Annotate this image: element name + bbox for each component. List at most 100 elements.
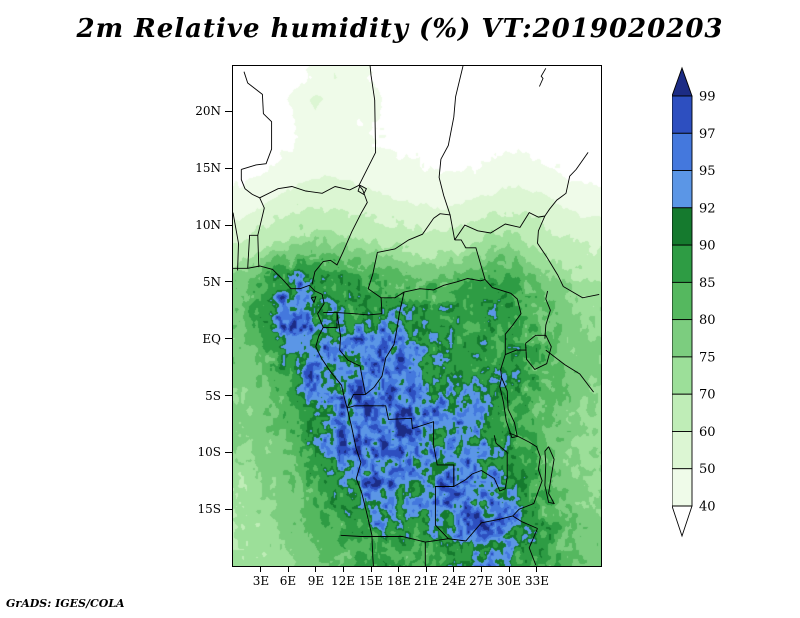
border-zimbabwe-mozambique — [528, 528, 538, 566]
border-ghana-togo — [233, 212, 239, 271]
plot-title: 2m Relative humidity (%) VT:2019020203 — [76, 14, 724, 44]
colorbar-segment — [672, 207, 693, 246]
y-axis-label: EQ — [202, 332, 221, 346]
x-axis-label: 9E — [307, 574, 325, 588]
x-axis-tick — [453, 566, 454, 572]
colorbar-label: 85 — [699, 276, 716, 291]
border-chad-car — [377, 213, 451, 253]
colorbar-bottom-triangle — [672, 505, 693, 538]
border-benin-burkina-niger — [240, 169, 260, 199]
border-cameroon-gabon-congo — [323, 312, 383, 316]
y-axis-label: 5N — [202, 275, 221, 289]
border-sudan-ethiopia — [544, 152, 589, 217]
border-uganda-tanzania-rwanda — [505, 349, 526, 356]
border-niger-mali-algeria — [241, 71, 273, 170]
colorbar-label: 99 — [699, 90, 716, 105]
x-axis-tick — [371, 566, 372, 572]
x-axis-tick — [343, 566, 344, 572]
border-car-drc-ubangi — [381, 278, 486, 299]
x-axis-label: 24E — [441, 574, 467, 588]
colorbar-label: 60 — [699, 425, 716, 440]
country-borders-overlay — [233, 66, 600, 566]
border-chad-libya-sudan — [438, 66, 464, 240]
border-zambezi-zambia-zimbabwe — [465, 515, 538, 542]
y-axis-tick — [225, 168, 232, 169]
y-axis-tick — [225, 281, 232, 282]
colorbar-segment — [672, 170, 693, 209]
x-axis-label: 15E — [358, 574, 384, 588]
x-axis-label: 21E — [413, 574, 439, 588]
colorbar-label: 92 — [699, 201, 716, 216]
x-axis-tick — [260, 566, 261, 572]
colorbar-label: 50 — [699, 462, 716, 477]
y-axis-label: 10S — [197, 445, 222, 459]
border-niger-nigeria — [259, 184, 360, 199]
border-lake-nasser — [538, 68, 547, 87]
colorbar-segment — [672, 244, 693, 283]
colorbar-segment — [672, 95, 693, 134]
border-lake-chad — [357, 184, 367, 196]
border-drc-uganda-south-sudan — [484, 279, 522, 378]
border-gabon-congo — [336, 312, 366, 395]
x-axis-label: 30E — [496, 574, 522, 588]
y-axis-label: 20N — [195, 104, 221, 118]
colorbar-label: 80 — [699, 313, 716, 328]
colorbar-segment — [672, 356, 693, 395]
x-axis-label: 18E — [386, 574, 412, 588]
humidity-field-canvas — [233, 66, 601, 566]
border-benin-nigeria — [257, 197, 265, 268]
y-axis-tick — [225, 452, 232, 453]
y-axis-tick — [225, 111, 232, 112]
border-cameroon-car — [367, 252, 383, 314]
border-niger-chad — [358, 66, 377, 186]
border-lake-tanganyika — [499, 377, 518, 439]
colorbar-segment — [672, 468, 693, 507]
y-axis-label: 15N — [195, 161, 221, 175]
y-axis-tick — [225, 225, 232, 226]
x-axis-label: 27E — [468, 574, 494, 588]
y-axis-tick — [225, 509, 232, 510]
x-axis-tick — [398, 566, 399, 572]
x-axis-label: 6E — [279, 574, 297, 588]
border-congo-river-drc-congo — [346, 292, 405, 409]
x-axis-tick — [509, 566, 510, 572]
y-axis-tick — [225, 338, 232, 339]
colorbar: 99 97 95 92 90 85 80 75 70 60 50 40 — [672, 66, 716, 538]
colorbar-segment — [672, 281, 693, 321]
x-axis-tick — [536, 566, 537, 572]
y-axis-tick — [225, 395, 232, 396]
x-axis-label: 33E — [524, 574, 550, 588]
colorbar-label: 95 — [699, 164, 716, 179]
border-lake-victoria — [525, 334, 552, 370]
border-angola-drc — [346, 405, 455, 487]
colorbar-label: 90 — [699, 239, 716, 254]
border-angola-namibia — [340, 534, 466, 543]
y-axis-label: 15S — [197, 502, 222, 516]
colorbar-label: 70 — [699, 388, 716, 403]
map-panel: 20N 15N 10N 5N EQ 5S 10S 15S 3E 6E 9E 12E 15E 18E 21E 2… — [195, 65, 602, 588]
x-axis-tick — [288, 566, 289, 572]
border-atlantic-coastline — [233, 265, 374, 566]
x-axis-tick — [315, 566, 316, 572]
colorbar-segment — [672, 393, 693, 432]
y-axis-label: 10N — [195, 218, 221, 232]
border-car-south-sudan — [454, 239, 486, 280]
colorbar-segment — [672, 132, 693, 172]
colorbar-label: 40 — [699, 500, 716, 515]
border-sudan-south-sudan — [454, 212, 545, 241]
x-axis-label: 3E — [252, 574, 270, 588]
colorbar-segment — [672, 431, 693, 470]
border-malawi-zambia — [508, 432, 543, 517]
x-axis-label: 12E — [330, 574, 356, 588]
colorbar-label: 97 — [699, 127, 716, 142]
x-axis-tick — [426, 566, 427, 572]
border-equatorial-guinea — [323, 312, 338, 328]
colorbar-label: 75 — [699, 350, 716, 365]
x-axis-tick — [481, 566, 482, 572]
border-ethiopia-kenya — [563, 286, 600, 299]
border-nigeria-cameroon — [311, 185, 368, 285]
colorbar-segment — [672, 319, 693, 358]
border-drc-zambia — [453, 435, 508, 492]
border-uganda-kenya — [544, 290, 551, 339]
